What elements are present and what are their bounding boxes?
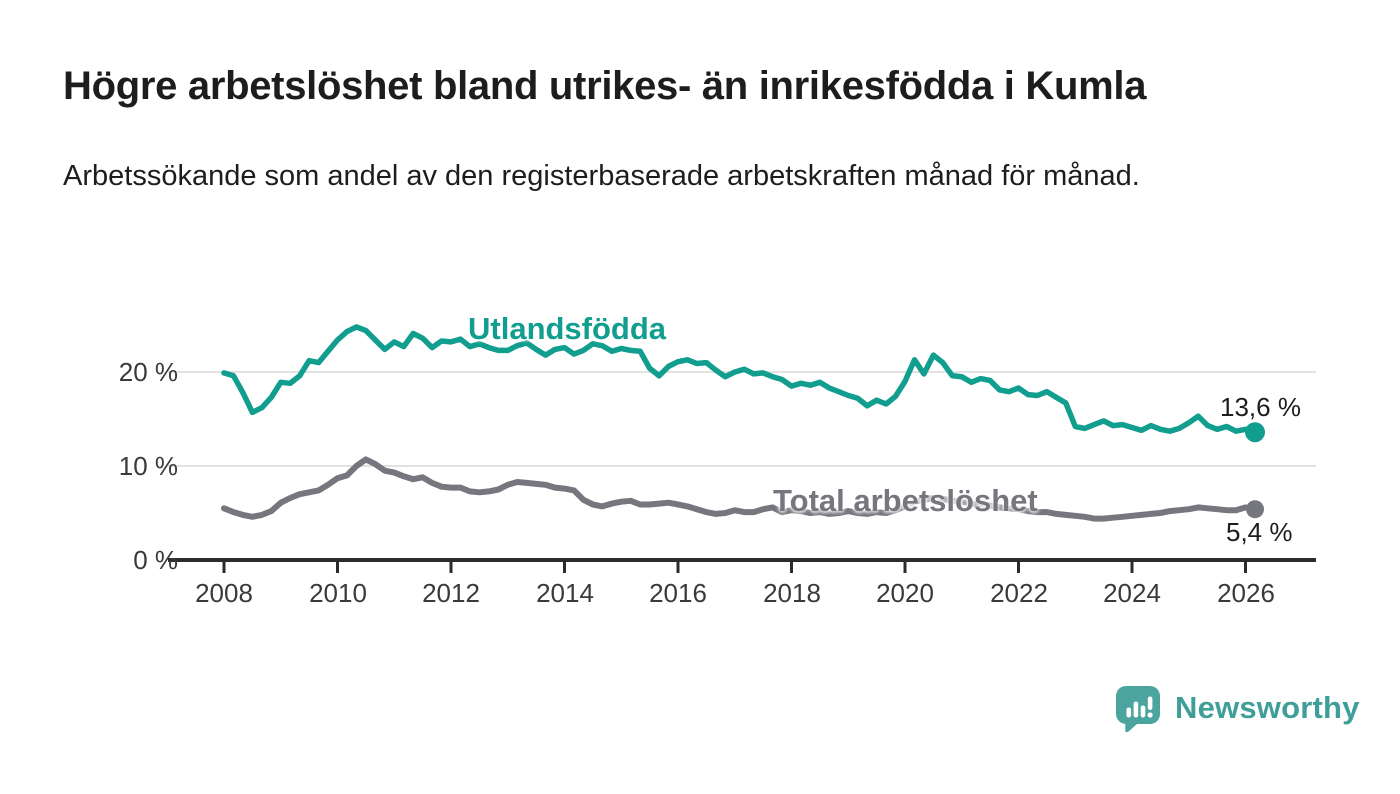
x-axis-label-2010: 2010 (309, 578, 367, 608)
newsworthy-logo: Newsworthy (1114, 684, 1360, 732)
x-axis-label-2008: 2008 (195, 578, 253, 608)
x-axis-label-2022: 2022 (990, 578, 1048, 608)
series-label-total-arbetsloshet: Total arbetslöshet (773, 483, 1038, 518)
y-axis-label-20: 20 % (118, 357, 178, 387)
series-label-utlandsfodda: Utlandsfödda (468, 311, 667, 346)
gridlines (168, 371, 1316, 467)
x-axis-label-2014: 2014 (536, 578, 594, 608)
end-dot-total (1246, 500, 1264, 519)
x-axis-label-2018: 2018 (763, 578, 821, 608)
exclamation-bar (1147, 696, 1153, 710)
series-lines (221, 324, 1258, 522)
y-axis-label-10: 10 % (118, 451, 178, 481)
x-axis-label-2020: 2020 (876, 578, 934, 608)
y-axis-label-0: 0 % (133, 545, 178, 575)
x-axis-label-2016: 2016 (649, 578, 707, 608)
end-dot-utlandsfodda (1245, 422, 1265, 443)
end-value-label-utlandsfodda: 13,6 % (1220, 392, 1301, 422)
series-end-dots (1245, 422, 1265, 519)
end-value-label-total: 5,4 % (1226, 517, 1293, 547)
page-title: Högre arbetslöshet bland utrikes- än inr… (63, 64, 1147, 108)
x-axis (168, 558, 1316, 573)
line-utlandsfodda (221, 324, 1258, 435)
bar-1 (1126, 707, 1132, 718)
line-total (221, 456, 1258, 522)
exclamation-dot (1147, 712, 1153, 718)
bar-3 (1140, 705, 1146, 718)
page-subtitle: Arbetssökande som andel av den registerb… (63, 160, 1140, 192)
x-axis-label-2024: 2024 (1103, 578, 1161, 608)
bar-2 (1133, 701, 1139, 718)
x-axis-label-2026: 2026 (1217, 578, 1275, 608)
newsworthy-logo-icon (1116, 686, 1160, 732)
x-axis-label-2012: 2012 (422, 578, 480, 608)
newsworthy-wordmark: Newsworthy (1175, 690, 1360, 725)
